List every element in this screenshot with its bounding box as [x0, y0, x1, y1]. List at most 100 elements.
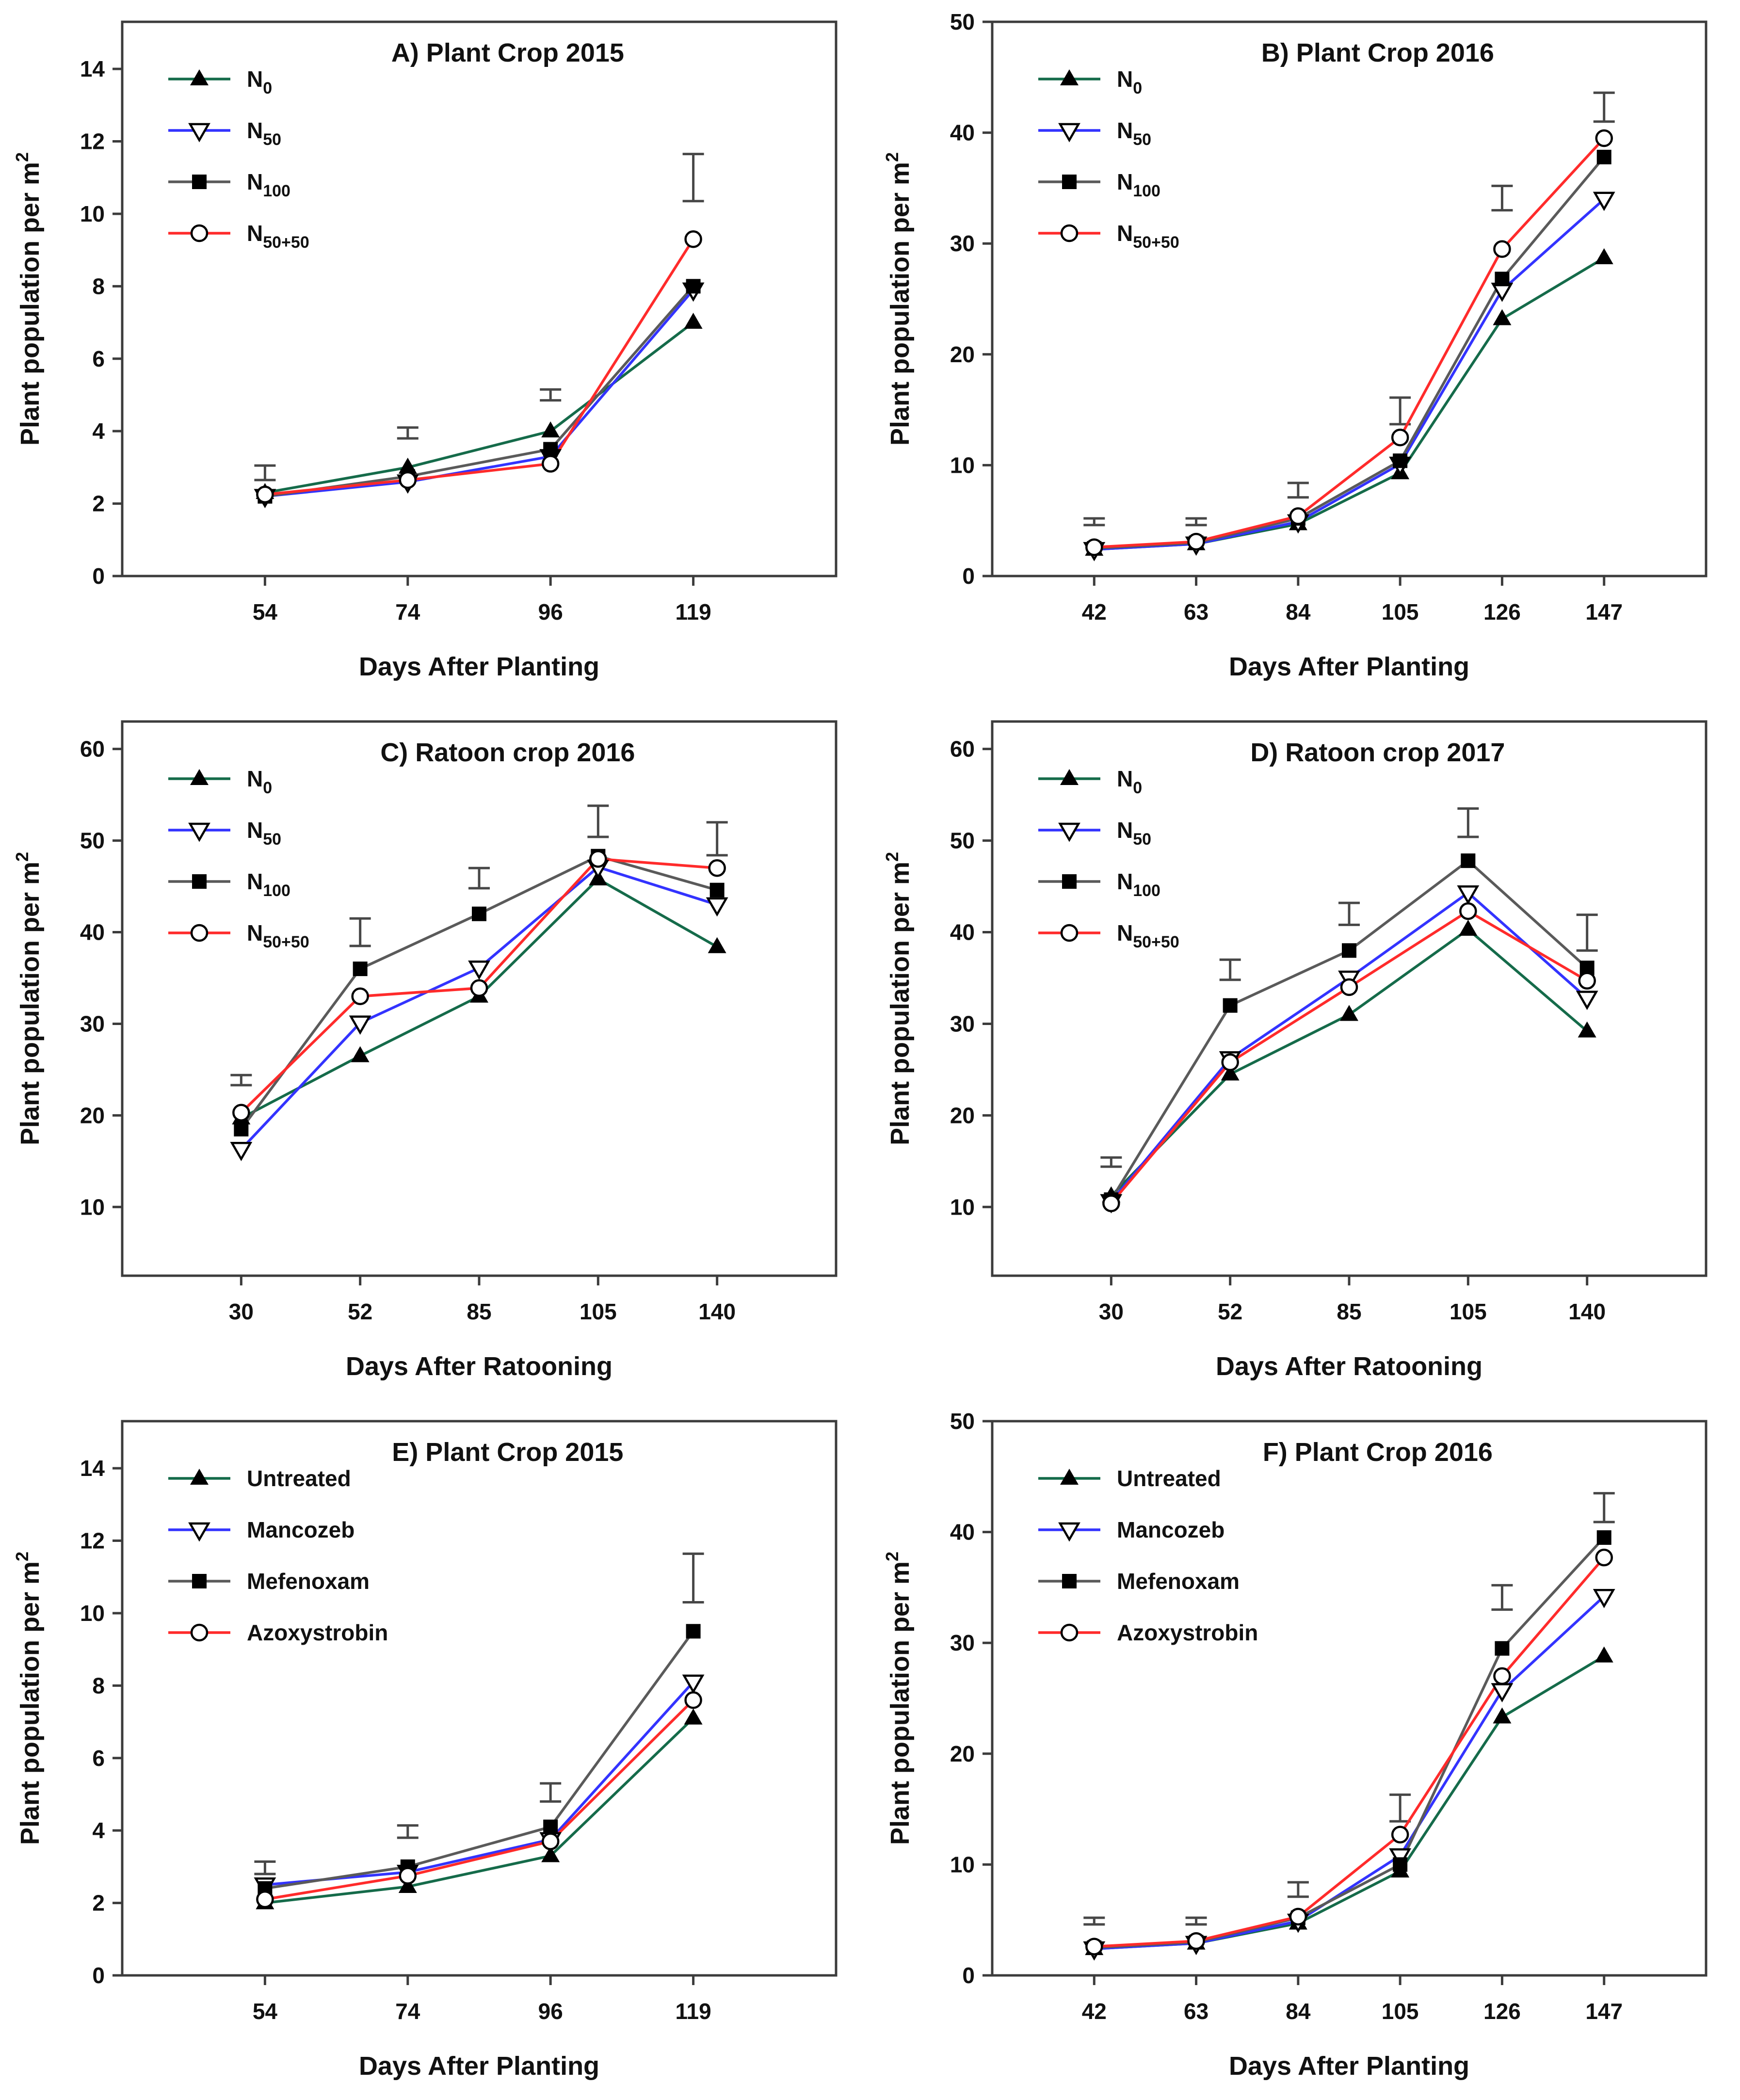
x-axis-title: Days After Planting [359, 2052, 599, 2081]
circle-open-marker [470, 979, 488, 997]
error-bar [1287, 1881, 1309, 1898]
legend-label: N0 [247, 66, 272, 97]
x-tick-label: 84 [1286, 1999, 1311, 2024]
error-bar [587, 804, 609, 838]
error-bar [254, 464, 276, 481]
x-tick-label: 96 [538, 1999, 563, 2024]
chart-C: 10 20 30 40 50 60 30 52 85 105 140 Days After Ratoo… [12, 720, 838, 1381]
y-tick-label: 14 [80, 56, 105, 81]
legend-label: N50 [247, 118, 281, 149]
legend-triangle-filled-marker [190, 69, 209, 85]
circle-open-marker [1459, 902, 1477, 920]
legend-triangle-filled-marker [1060, 69, 1079, 85]
square-filled-marker [1461, 853, 1476, 868]
triangle-down-open-marker [1576, 991, 1598, 1010]
legend-item-N50: N50 [1038, 118, 1151, 149]
circle-open-marker [708, 859, 726, 877]
series-line-Mancozeb [265, 1681, 694, 1886]
error-bar [706, 821, 728, 857]
legend-label: N100 [1117, 869, 1160, 900]
panel-F: 0 10 20 30 40 50 42 63 84 105 126 147 Days After Pla… [870, 1399, 1740, 2099]
y-tick-label: 8 [92, 273, 105, 299]
x-tick-label: 54 [253, 599, 278, 625]
legend-circle-open-marker [1060, 224, 1079, 242]
legend-triangle-filled-marker [1060, 1469, 1079, 1485]
square-filled-marker [472, 906, 486, 921]
legend-label: N100 [247, 169, 290, 200]
legend-label: Untreated [1117, 1466, 1221, 1491]
triangle-filled-marker [351, 1046, 370, 1062]
circle-open-marker [256, 485, 274, 504]
y-tick-label: 20 [950, 1103, 975, 1128]
legend-item-N100: N100 [168, 869, 290, 900]
series-line-Azoxystrobin [1094, 1556, 1605, 1948]
y-tick-label: 30 [950, 1630, 975, 1655]
triangle-filled-marker [1595, 248, 1613, 264]
panel-title: B) Plant Crop 2016 [1261, 38, 1494, 67]
series-line-Mefenoxam [264, 1630, 694, 1890]
legend-item-Untreated: Untreated [168, 1466, 351, 1491]
triangle-filled-marker [684, 313, 703, 329]
legend-item-N0: N0 [1038, 66, 1142, 97]
y-axis-title: Plant population per m2 [12, 852, 45, 1145]
square-filled-marker [686, 1624, 701, 1639]
y-tick-label: 4 [92, 1818, 105, 1843]
panel-A: 0 2 4 6 8 10 12 14 54 74 96 119 Days After Planting P… [0, 0, 870, 700]
y-tick-label: 0 [962, 1963, 975, 1988]
panel-D: 10 20 30 40 50 60 30 52 85 105 140 Days After Ratoo… [870, 700, 1740, 1399]
y-tick-label: 50 [80, 828, 105, 853]
x-tick-label: 85 [467, 1299, 491, 1324]
legend-label: N0 [247, 766, 272, 797]
plot-frame [121, 1420, 838, 1977]
x-tick-label: 42 [1082, 599, 1107, 625]
legend-item-Azoxystrobin: Azoxystrobin [168, 1620, 388, 1645]
series-markers-Azoxystrobin [1085, 1548, 1613, 1956]
chart-E: 0 2 4 6 8 10 12 14 54 74 96 119 Days After Planting P… [12, 1420, 838, 2081]
legend-label: N50 [247, 818, 281, 849]
legend-label: Mefenoxam [1117, 1569, 1240, 1594]
chart-B: 0 10 20 30 40 50 42 63 84 105 126 147 Days After Pla… [882, 9, 1708, 681]
legend-circle-open-marker [1060, 924, 1079, 942]
series-markers-N50+50 [1102, 902, 1596, 1212]
x-tick-label: 63 [1184, 1999, 1208, 2024]
panel-title: E) Plant Crop 2015 [392, 1438, 623, 1467]
legend-item-N50: N50 [1038, 818, 1151, 849]
y-axis-title: Plant population per m2 [12, 152, 45, 446]
error-bar [254, 1860, 276, 1876]
circle-open-marker [351, 987, 369, 1006]
y-axis-title: Plant population per m2 [882, 852, 915, 1145]
legend-item-N50+50: N50+50 [168, 221, 309, 252]
y-tick-label: 20 [950, 342, 975, 367]
circle-open-marker [232, 1104, 250, 1122]
x-tick-label: 52 [1218, 1299, 1242, 1324]
y-axis-title: Plant population per m2 [882, 152, 915, 446]
y-tick-label: 40 [950, 920, 975, 945]
legend-square-filled-marker [192, 175, 207, 189]
legend-circle-open-marker [1060, 1623, 1079, 1642]
circle-open-marker [589, 850, 607, 868]
x-tick-label: 140 [698, 1299, 736, 1324]
series-markers-N50+50 [256, 230, 702, 504]
triangle-down-open-marker [468, 960, 490, 980]
triangle-filled-marker [1493, 309, 1512, 325]
panel-title: A) Plant Crop 2015 [391, 38, 624, 67]
triangle-filled-marker [684, 1708, 703, 1725]
legend-label: Azoxystrobin [247, 1620, 388, 1645]
y-tick-label: 60 [950, 737, 975, 762]
x-axis-title: Days After Planting [359, 652, 599, 681]
legend-item-N0: N0 [1038, 766, 1142, 797]
chart-F: 0 10 20 30 40 50 42 63 84 105 126 147 Days After Pla… [882, 1409, 1708, 2081]
error-bar [468, 866, 490, 890]
series-line-Untreated [265, 1717, 694, 1905]
legend-label: N50+50 [1117, 221, 1179, 252]
error-bar [682, 1552, 704, 1604]
error-bar [349, 917, 371, 947]
y-tick-label: 2 [92, 1891, 105, 1916]
legend-label: N50 [1117, 118, 1151, 149]
circle-open-marker [399, 1867, 417, 1885]
y-tick-label: 50 [950, 9, 975, 34]
legend-label: N100 [247, 869, 290, 900]
square-filled-marker [1495, 272, 1510, 287]
y-tick-label: 30 [950, 1011, 975, 1036]
y-tick-label: 0 [92, 1963, 105, 1988]
